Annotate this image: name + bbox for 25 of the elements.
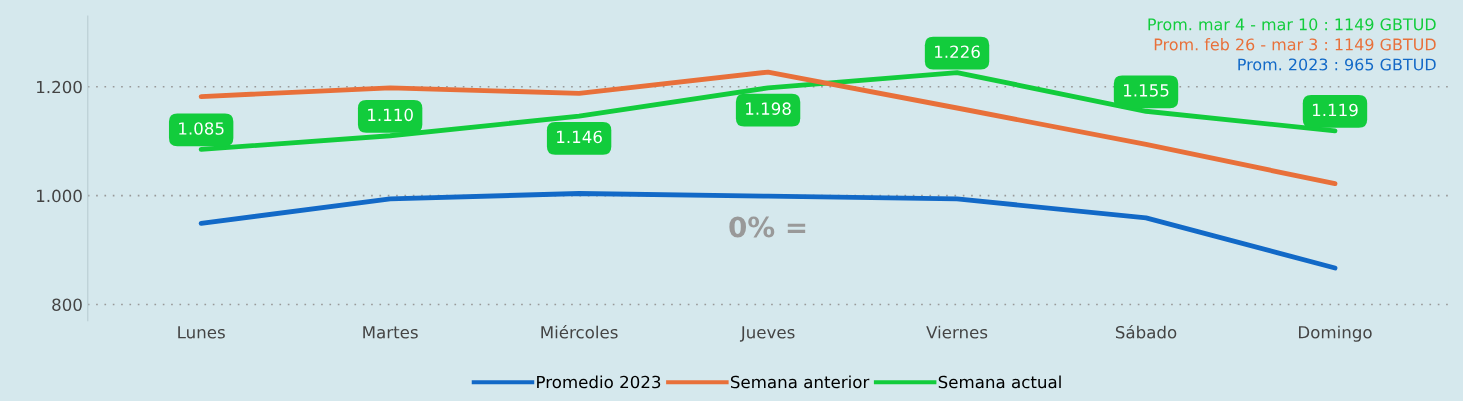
data-label: 1.226 (935, 45, 980, 59)
x-tick-label: Domingo (1299, 325, 1372, 342)
data-label: 1.155 (1123, 84, 1169, 97)
y-tick-label: 1.200 (37, 80, 82, 94)
data-label: 1.198 (746, 102, 791, 115)
x-tick-label: Viernes (926, 325, 988, 339)
data-label: 1.085 (179, 122, 224, 135)
x-tick-label: Miércoles (541, 324, 618, 339)
line-series (198, 191, 1338, 271)
data-label: 1.110 (368, 108, 413, 122)
annotation: Prom. 2023 : 965 GBTUD (1238, 58, 1436, 71)
annotation: Prom. mar 4 - mar 10 : 1149 GBTUD (1148, 18, 1436, 31)
data-label: 1.119 (1312, 103, 1358, 117)
x-tick-label: Lunes (178, 326, 225, 339)
annotation: 0% = (729, 216, 806, 238)
x-tick-label: Sábado (1115, 324, 1177, 339)
legend-label: Promedio 2023 (537, 375, 661, 389)
x-tick-label: Martes (363, 326, 418, 339)
y-tick-label: 800 (52, 298, 82, 312)
data-label: 1.146 (557, 130, 602, 144)
annotation: Prom. feb 26 - mar 3 : 1149 GBTUD (1154, 38, 1436, 51)
y-tick-label: 1.000 (37, 189, 82, 203)
legend-label: Semana anterior (730, 375, 870, 389)
x-tick-label: Jueves (739, 326, 795, 342)
legend-label: Semana actual (938, 375, 1061, 389)
